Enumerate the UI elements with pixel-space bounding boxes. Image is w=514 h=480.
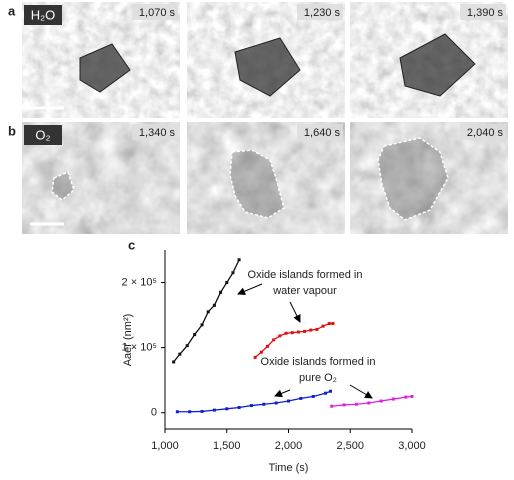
data-point: [200, 409, 204, 413]
data-point: [299, 396, 303, 400]
data-point: [290, 331, 294, 335]
micrograph: [187, 122, 345, 234]
tag-box: [24, 5, 62, 25]
data-point: [193, 333, 197, 337]
data-point: [391, 397, 395, 401]
time-label: 1,390 s: [467, 7, 504, 19]
data-point: [330, 404, 334, 408]
data-point: [354, 402, 358, 406]
y-tick-label: 0: [151, 407, 157, 419]
data-point: [321, 324, 325, 328]
time-label: 1,230 s: [304, 7, 341, 19]
data-point: [206, 310, 210, 314]
x-tick-label: 2,500: [336, 440, 364, 452]
y-axis-label: Aaer (nm²): [122, 314, 134, 367]
arrow: [274, 389, 291, 398]
arrow: [349, 384, 373, 399]
data-point: [178, 352, 182, 356]
data-point: [309, 328, 313, 332]
data-point: [175, 410, 179, 414]
island-outline: [377, 137, 449, 221]
data-point: [225, 407, 229, 411]
time-box: [460, 4, 506, 20]
series-line: [173, 259, 240, 363]
x-axis-label: Time (s): [269, 462, 309, 474]
data-point: [212, 408, 216, 412]
island-outline: [51, 170, 75, 201]
y-tick-label: 1 × 10⁵: [122, 342, 157, 354]
data-point: [331, 322, 335, 326]
arrow: [237, 283, 263, 295]
data-point: [172, 360, 176, 364]
data-point: [259, 350, 263, 354]
x-tick-label: 1,500: [213, 440, 241, 452]
data-point: [284, 331, 288, 335]
data-point: [225, 281, 229, 285]
panel-label: a: [8, 3, 16, 18]
x-tick-label: 3,000: [398, 440, 426, 452]
data-point: [212, 303, 216, 307]
data-point: [367, 401, 371, 405]
series-line: [254, 322, 333, 358]
x-tick-label: 1,000: [151, 440, 179, 452]
data-point: [237, 258, 241, 262]
data-point: [185, 344, 189, 348]
data-point: [324, 391, 328, 395]
time-label: 1,070 s: [139, 7, 176, 19]
data-point: [237, 406, 241, 410]
series-line: [177, 390, 331, 413]
data-point: [266, 344, 270, 348]
data-point: [200, 323, 204, 327]
data-point: [404, 395, 408, 399]
time-box: [132, 124, 178, 140]
time-label: 2,040 s: [467, 127, 504, 139]
data-point: [249, 404, 253, 408]
data-point: [315, 327, 319, 331]
oxide-island: [234, 37, 301, 97]
data-point: [262, 402, 266, 406]
time-box: [297, 4, 343, 20]
data-point: [272, 338, 276, 342]
data-point: [219, 290, 223, 294]
annotation: water vapour: [272, 285, 337, 297]
oxide-island: [79, 43, 131, 93]
data-point: [311, 394, 315, 398]
data-point: [328, 389, 332, 393]
data-point: [379, 399, 383, 403]
oxide-island: [399, 33, 476, 97]
arrow: [289, 301, 301, 323]
panel-label: c: [128, 237, 135, 252]
panel-label: b: [8, 123, 16, 138]
annotation: Oxide islands formed in: [261, 356, 376, 368]
data-point: [231, 271, 235, 275]
data-point: [410, 394, 414, 398]
data-point: [274, 401, 278, 405]
micrograph: [350, 122, 508, 234]
data-point: [278, 334, 282, 338]
data-point: [303, 329, 307, 333]
annotation: Oxide islands formed in: [248, 269, 363, 281]
data-point: [327, 322, 331, 326]
data-point: [188, 410, 192, 414]
data-point: [253, 355, 257, 359]
condition-tag: O₂: [35, 127, 50, 142]
island-outline: [229, 149, 285, 219]
data-point: [287, 399, 290, 403]
time-label: 1,640 s: [304, 127, 341, 139]
tag-box: [24, 125, 62, 145]
time-label: 1,340 s: [139, 127, 176, 139]
data-point: [296, 330, 300, 334]
time-box: [297, 124, 343, 140]
condition-tag: H₂O: [31, 7, 56, 22]
data-point: [342, 403, 346, 407]
y-tick-label: 2 × 10⁵: [122, 276, 157, 288]
annotation: pure O₂: [299, 372, 337, 384]
time-box: [460, 124, 506, 140]
time-box: [132, 4, 178, 20]
series-line: [331, 395, 413, 407]
x-tick-label: 2,000: [275, 440, 303, 452]
